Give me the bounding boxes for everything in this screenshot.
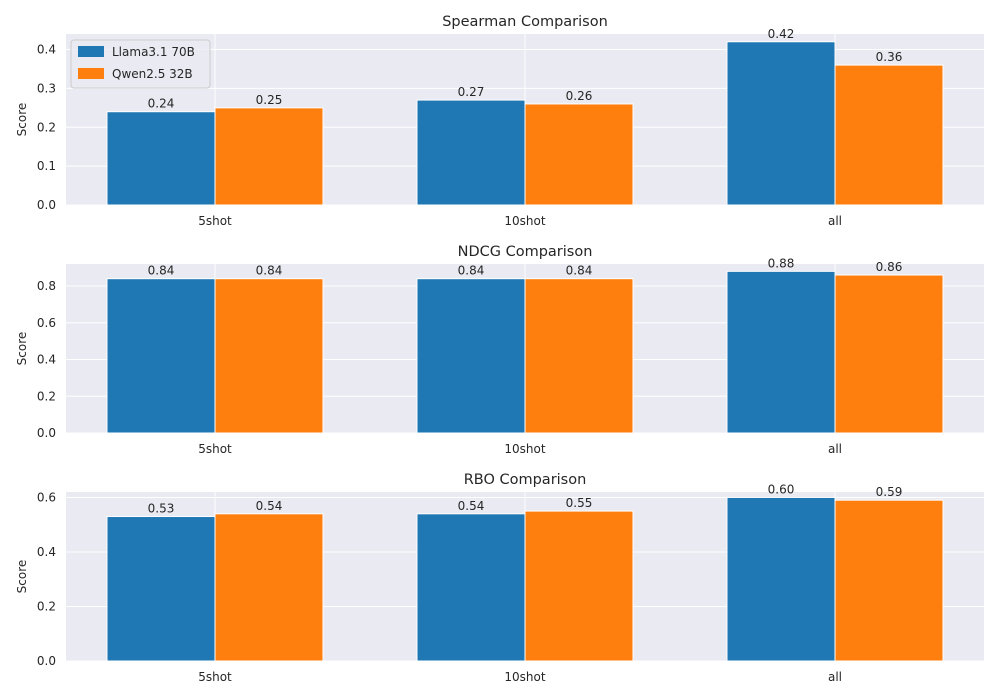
bar-qwen-all (834, 499, 944, 662)
y-tick-label: 0.0 (37, 198, 56, 212)
bar-llama-10shot (416, 278, 526, 434)
chart-title: RBO Comparison (464, 472, 587, 488)
bar-qwen-all (834, 64, 944, 206)
legend-box (70, 39, 211, 89)
data-label: 0.27 (458, 85, 485, 99)
y-axis-label: Score (15, 560, 29, 594)
y-axis-label: Score (15, 332, 29, 366)
bar-qwen-10shot (524, 510, 634, 662)
y-tick-label: 0.0 (37, 426, 56, 440)
x-tick-label: 5shot (198, 214, 232, 228)
data-label: 0.86 (876, 260, 903, 274)
y-tick-label: 0.6 (37, 316, 56, 330)
bar-qwen-all (834, 274, 944, 434)
legend-entry: Llama3.1 70B (112, 45, 195, 59)
chart-panel-1: 0.0 0.1 0.2 0.3 0.4 0.24 0.27 0.42 0.25 0.26 0.36 5… (15, 14, 984, 228)
data-label: 0.42 (768, 27, 795, 41)
data-label: 0.84 (148, 264, 175, 278)
data-label: 0.59 (876, 485, 903, 499)
y-tick-label: 0.4 (37, 545, 56, 559)
y-tick-label: 0.1 (37, 159, 56, 173)
data-label: 0.84 (458, 264, 485, 278)
chart-title: Spearman Comparison (442, 14, 608, 30)
data-label: 0.84 (566, 264, 593, 278)
y-tick-label: 0.3 (37, 81, 56, 95)
x-tick-label: 5shot (198, 442, 232, 456)
chart-panel-3: 0.0 0.2 0.4 0.6 0.53 0.54 0.60 0.54 0.55 0.59 5sho… (15, 472, 984, 684)
x-tick-label: all (828, 442, 842, 456)
legend-entry: Qwen2.5 32B (112, 67, 193, 81)
bar-llama-10shot (416, 99, 526, 206)
bar-llama-5shot (106, 111, 216, 206)
data-label: 0.54 (256, 499, 283, 513)
bar-llama-all (726, 496, 836, 662)
bar-qwen-10shot (524, 103, 634, 206)
data-label: 0.25 (256, 93, 283, 107)
x-tick-label: 10shot (504, 214, 545, 228)
y-tick-label: 0.0 (37, 654, 56, 668)
data-label: 0.55 (566, 496, 593, 510)
x-tick-label: 5shot (198, 670, 232, 684)
y-tick-label: 0.6 (37, 490, 56, 504)
y-tick-label: 0.4 (37, 43, 56, 57)
bar-llama-5shot (106, 516, 216, 662)
y-tick-label: 0.2 (37, 599, 56, 613)
bar-llama-all (726, 41, 836, 206)
data-label: 0.53 (148, 502, 175, 516)
y-tick-label: 0.2 (37, 389, 56, 403)
y-tick-label: 0.2 (37, 120, 56, 134)
data-label: 0.88 (768, 256, 795, 270)
x-tick-label: all (828, 214, 842, 228)
data-label: 0.36 (876, 50, 903, 64)
bar-llama-all (726, 270, 836, 434)
data-label: 0.24 (148, 97, 175, 111)
bar-qwen-5shot (214, 278, 324, 434)
data-label: 0.60 (768, 482, 795, 496)
legend-swatch (78, 68, 104, 79)
y-axis-label: Score (15, 103, 29, 137)
legend-swatch (78, 46, 104, 57)
bar-llama-10shot (416, 513, 526, 662)
x-tick-label: 10shot (504, 670, 545, 684)
chart-title: NDCG Comparison (458, 244, 593, 260)
chart-panel-2: 0.0 0.2 0.4 0.6 0.8 0.84 0.84 0.88 0.84 0.84 0.86 5… (15, 244, 984, 456)
legend: Llama3.1 70B Qwen2.5 32B (70, 39, 211, 89)
bar-qwen-5shot (214, 513, 324, 662)
x-tick-label: all (828, 670, 842, 684)
data-label: 0.26 (566, 89, 593, 103)
bar-llama-5shot (106, 278, 216, 434)
bar-qwen-5shot (214, 107, 324, 206)
x-tick-label: 10shot (504, 442, 545, 456)
bar-qwen-10shot (524, 278, 634, 434)
data-label: 0.54 (458, 499, 485, 513)
y-tick-label: 0.4 (37, 353, 56, 367)
y-tick-label: 0.8 (37, 279, 56, 293)
data-label: 0.84 (256, 264, 283, 278)
